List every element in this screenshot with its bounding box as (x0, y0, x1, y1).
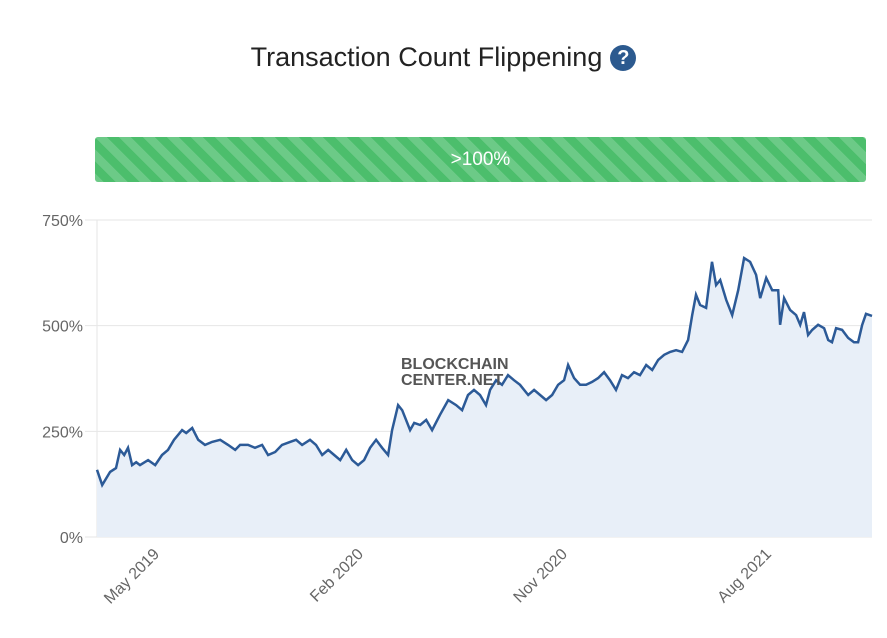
question-circle-icon[interactable]: ? (610, 45, 637, 71)
y-tick-label: 500% (42, 319, 83, 336)
title-text: Transaction Count Flippening (250, 42, 603, 72)
chart-title: Transaction Count Flippening? (0, 42, 887, 73)
y-tick-label: 250% (42, 424, 83, 441)
x-tick-label: Aug 2021 (715, 546, 776, 607)
x-tick-label: Nov 2020 (511, 546, 572, 607)
watermark-line-1: BLOCKCHAIN (401, 356, 509, 373)
series-line (95, 255, 873, 488)
area-fill (97, 258, 872, 537)
progress-label: >100% (450, 149, 511, 170)
watermark-line-2: CENTER.NET (401, 372, 503, 389)
progress-fill: >100% (95, 137, 866, 182)
y-tick-label: 0% (60, 530, 83, 547)
y-tick-label: 750% (42, 213, 83, 230)
x-tick-label: Feb 2020 (307, 546, 367, 606)
x-tick-label: May 2019 (101, 546, 163, 608)
flippening-progress-bar: >100% (95, 137, 866, 182)
